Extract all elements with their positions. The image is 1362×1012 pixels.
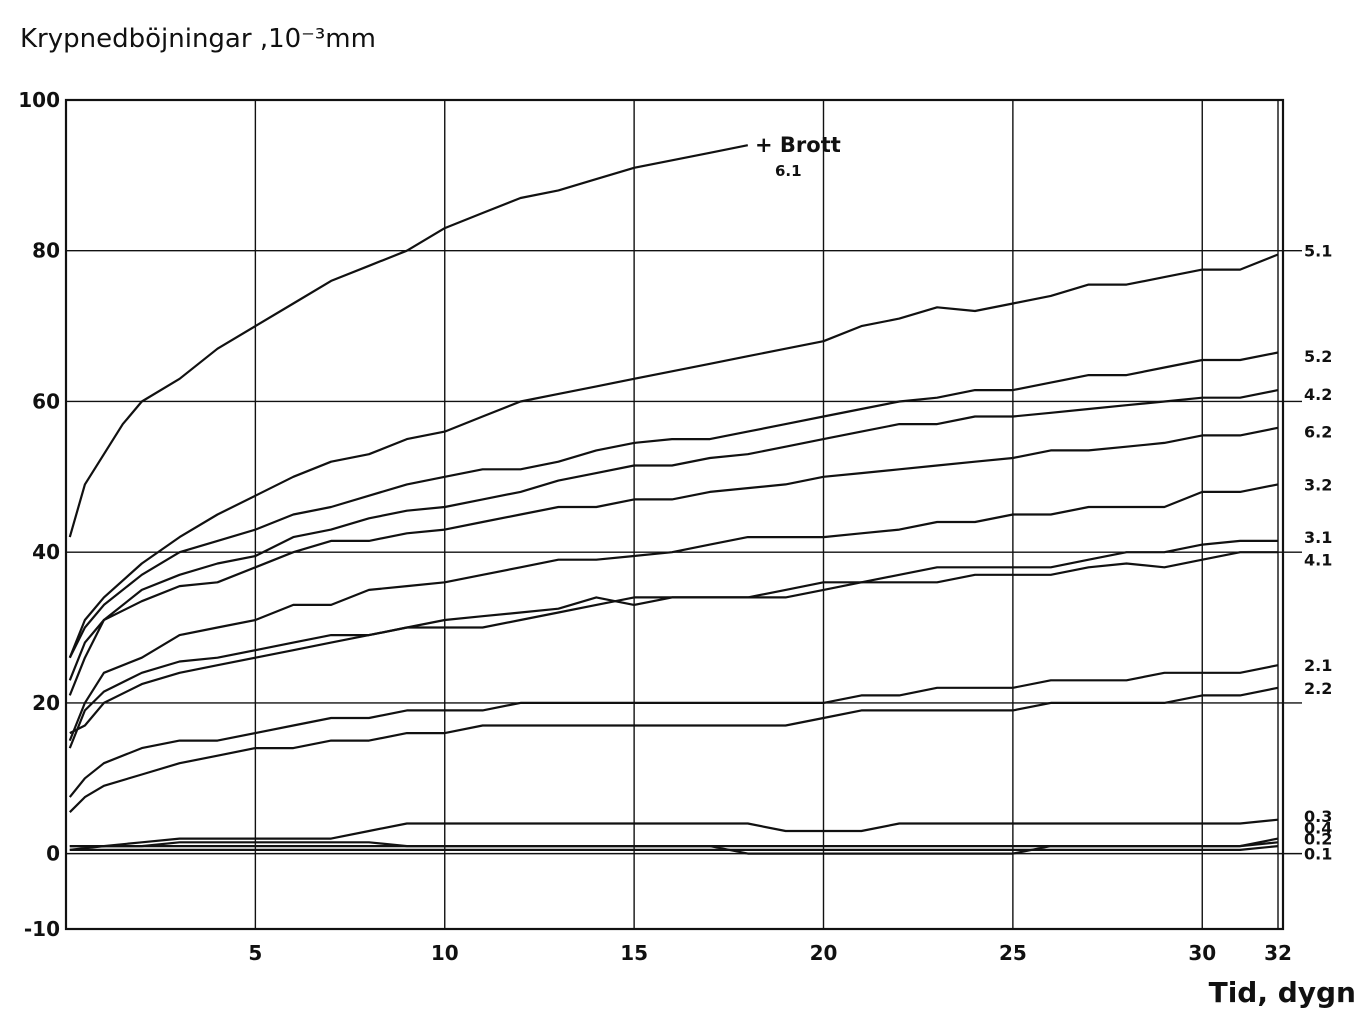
series-line-2.2: [69, 686, 1279, 813]
series-label-4.1: 4.1: [1304, 551, 1332, 570]
series-labels: 5.1 5.2 4.2 6.2 3.2 3.1 4.1 2.1 2.2 0.30.40.20.1: [1304, 242, 1332, 864]
x-tick-label: 5: [248, 941, 262, 965]
y-tick-label: 20: [32, 691, 60, 715]
x-tick-label: 10: [431, 941, 459, 965]
x-tick-label: 20: [810, 941, 838, 965]
x-tick-label: 32: [1264, 941, 1292, 965]
series-line-0.3: [69, 818, 1279, 848]
series-label-5.2: 5.2: [1304, 347, 1332, 366]
y-tick-label: 0: [46, 842, 60, 866]
series-label-2.1: 2.1: [1304, 656, 1332, 675]
y-tick-label: 80: [32, 239, 60, 263]
series-line-6.2: [68, 426, 1279, 696]
series-line-0.4: [69, 837, 1279, 848]
series-label-5.1: 5.1: [1304, 242, 1332, 261]
y-tick-label: 40: [32, 540, 60, 564]
y-tick-label: -10: [24, 917, 60, 941]
series-label-3.2: 3.2: [1304, 475, 1332, 494]
y-tick-label: 60: [32, 389, 60, 413]
series-line-4.1: [69, 551, 1278, 735]
series-label-0.2: 0.2: [1304, 830, 1332, 849]
series-lines: [68, 144, 1279, 855]
series-line-4.2: [68, 389, 1279, 681]
x-tick-labels: 5 10 15 20 25 30 32: [248, 941, 1292, 965]
x-tick-label: 15: [620, 941, 648, 965]
series-line-3.2: [68, 483, 1279, 742]
plot-frame: [64, 98, 1285, 931]
series-label-0.1: 0.1: [1304, 845, 1332, 864]
series-line-5.1: [68, 253, 1279, 659]
break-annotation-sub: 6.1: [775, 162, 802, 180]
series-label-4.2: 4.2: [1304, 385, 1332, 404]
series-label-6.2: 6.2: [1304, 423, 1332, 442]
grid-lines: [66, 100, 1302, 929]
y-tick-labels: -10 0 20 40 60 80 100: [18, 88, 60, 941]
y-tick-label: 100: [18, 88, 60, 112]
series-line-2.1: [68, 664, 1279, 798]
series-line-5.2: [68, 351, 1279, 659]
x-tick-label: 30: [1188, 941, 1216, 965]
x-tick-label: 25: [999, 941, 1027, 965]
series-label-0.3: 0.3: [1304, 807, 1332, 826]
series-line-3.1: [68, 539, 1278, 749]
series-label-0.4: 0.4: [1304, 818, 1332, 837]
series-line-6.1: [68, 144, 749, 538]
series-label-2.2: 2.2: [1304, 679, 1332, 698]
y-axis-label: Krypnedböjningar ,10⁻³mm: [20, 24, 376, 54]
break-annotation: + Brott: [755, 133, 841, 157]
series-line-0.2: [69, 841, 1279, 855]
x-axis-label: Tid, dygn: [1209, 976, 1356, 1009]
series-line-0.1: [69, 845, 1279, 852]
series-label-3.1: 3.1: [1304, 528, 1332, 547]
